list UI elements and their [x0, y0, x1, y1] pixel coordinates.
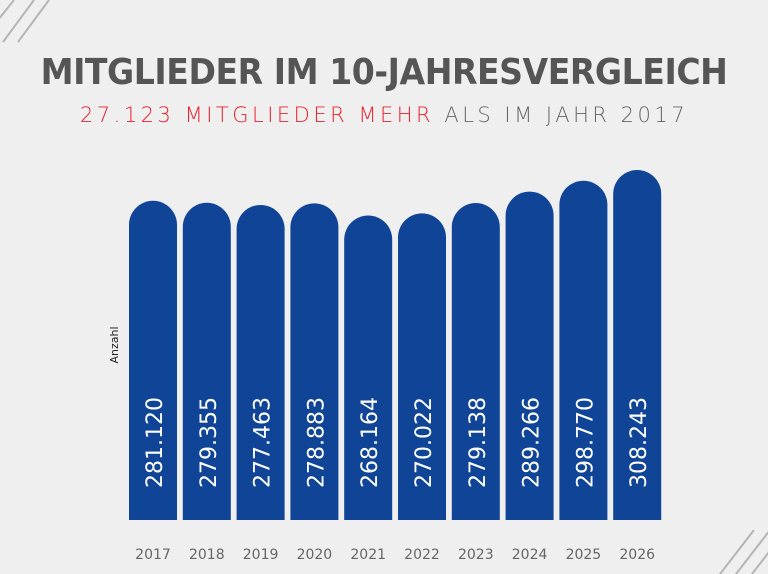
- data-label: 289.266: [520, 397, 545, 488]
- decorative-stripes-top-left: [0, 0, 50, 43]
- data-label: 308.243: [627, 397, 652, 488]
- x-tick-label: 2018: [189, 547, 225, 563]
- x-tick-label: 2022: [404, 547, 440, 563]
- chart-title: MITGLIEDER IM 10-JAHRESVERGLEICH: [40, 52, 728, 93]
- bar-2021: [344, 215, 393, 521]
- x-tick-label: 2026: [619, 547, 655, 563]
- data-label: 298.770: [573, 397, 598, 488]
- bar-2019: [236, 204, 285, 520]
- data-label: 281.120: [143, 397, 168, 488]
- data-label: 277.463: [251, 397, 276, 488]
- data-label: 270.022: [412, 397, 437, 488]
- bar-2024: [505, 191, 554, 520]
- x-tick-label: 2019: [243, 547, 279, 563]
- x-tick-label: 2025: [566, 547, 602, 563]
- bar-2023: [451, 203, 500, 520]
- bar-2022: [398, 213, 446, 520]
- data-label: 279.355: [197, 397, 222, 488]
- y-axis-label: Anzahl: [108, 326, 121, 363]
- chart-subtitle: 27.123 MITGLIEDER MEHR ALS IM JAHR 2017: [0, 103, 768, 127]
- subtitle-rest: ALS IM JAHR 2017: [444, 103, 689, 127]
- x-tick-label: 2020: [297, 547, 333, 563]
- data-label: 279.138: [466, 397, 491, 488]
- x-tick-label: 2021: [350, 547, 386, 563]
- bar-2018: [182, 202, 231, 520]
- x-tick-label: 2024: [512, 547, 548, 563]
- data-label: 278.883: [304, 397, 329, 488]
- bar-2017: [129, 200, 177, 520]
- data-label: 268.164: [358, 397, 383, 488]
- bar-2025: [559, 180, 608, 520]
- bar-2026: [613, 169, 662, 520]
- x-tick-label: 2023: [458, 547, 494, 563]
- x-tick-label: 2017: [135, 547, 171, 563]
- decorative-stripes-bottom-right: [719, 530, 768, 574]
- bar-2020: [290, 203, 339, 520]
- subtitle-highlight: 27.123 MITGLIEDER MEHR: [79, 103, 435, 127]
